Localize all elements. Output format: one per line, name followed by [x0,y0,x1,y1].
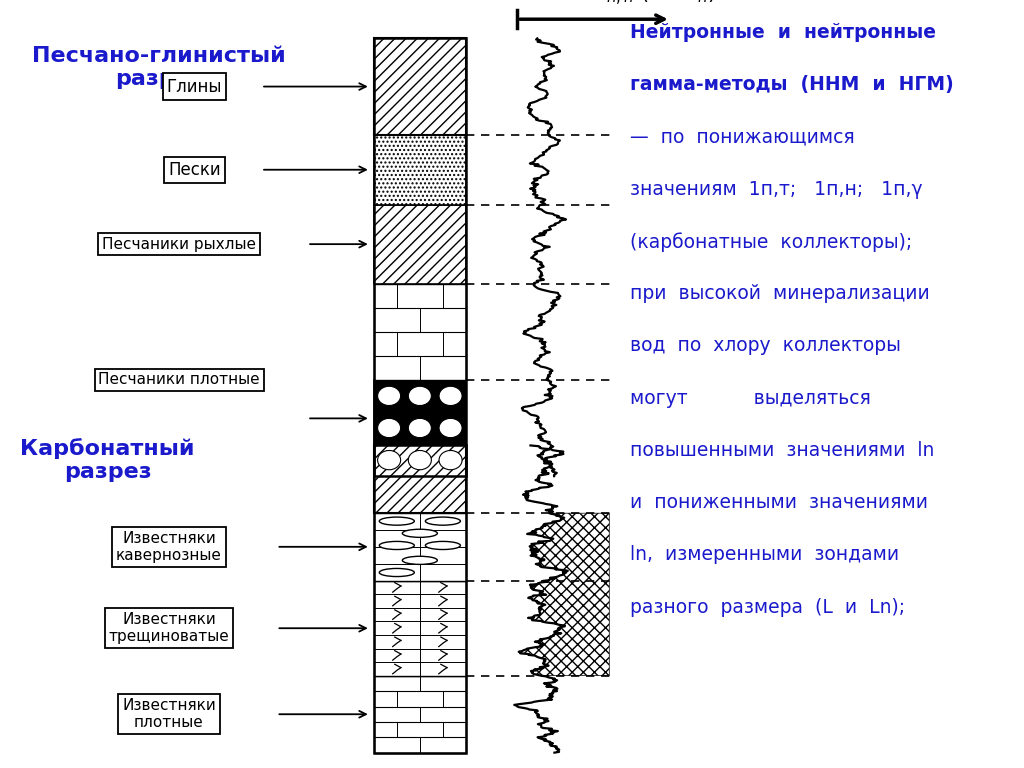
Text: вод  по  хлору  коллекторы: вод по хлору коллекторы [630,336,901,356]
Text: разного  размера  (L  и  Ln);: разного размера (L и Ln); [630,598,905,617]
Bar [374,134,466,205]
Ellipse shape [439,419,462,438]
Ellipse shape [409,451,431,470]
Text: $\mathit{I}_{\mathit{п,н}}\ \mathit{(L > L_п)}$: $\mathit{I}_{\mathit{п,н}}\ \mathit{(L >… [600,0,716,8]
Ellipse shape [409,386,431,406]
Bar [374,445,466,753]
Text: повышенными  значениями  ln: повышенными значениями ln [630,441,934,460]
Text: Песчаники рыхлые: Песчаники рыхлые [102,237,256,252]
Text: Пески: Пески [168,161,221,179]
Bar [374,445,466,513]
Text: могут           выделяться: могут выделяться [630,389,870,408]
Text: —  по  понижающимся: — по понижающимся [630,127,854,147]
Ellipse shape [409,419,431,438]
Text: Известняки
плотные: Известняки плотные [122,698,216,730]
Text: Глины: Глины [167,78,222,95]
Text: Карбонатный
разрез: Карбонатный разрез [20,438,195,482]
Text: ln,  измеренными  зондами: ln, измеренными зондами [630,545,899,564]
Text: Известняки
трещиноватые: Известняки трещиноватые [109,612,229,644]
Bar [374,283,466,380]
Text: (карбонатные  коллекторы);: (карбонатные коллекторы); [630,232,912,252]
Text: Песчано-глинистый
разрез: Песчано-глинистый разрез [32,46,286,89]
Text: Песчаники плотные: Песчаники плотные [98,372,260,387]
Bar [374,380,466,476]
Bar [374,513,466,581]
Bar [374,205,466,283]
Text: Известняки
кавернозные: Известняки кавернозные [116,531,222,563]
Text: значениям  1п,т;   1п,н;   1п,γ: значениям 1п,т; 1п,н; 1п,γ [630,180,923,199]
Bar [374,38,466,134]
Ellipse shape [425,517,461,525]
Text: Нейтронные  и  нейтронные: Нейтронные и нейтронные [630,23,936,42]
Ellipse shape [379,541,415,550]
Ellipse shape [378,451,400,470]
Text: и  пониженными  значениями: и пониженными значениями [630,493,928,512]
Ellipse shape [425,541,461,550]
Ellipse shape [379,568,415,577]
Ellipse shape [439,451,462,470]
Bar [374,676,466,753]
Ellipse shape [402,529,437,538]
Bar [374,581,466,676]
Text: гамма-методы  (ННМ  и  НГМ): гамма-методы (ННМ и НГМ) [630,75,953,94]
Ellipse shape [439,386,462,406]
Text: при  высокой  минерализации: при высокой минерализации [630,284,930,303]
Ellipse shape [378,386,400,406]
Ellipse shape [379,517,415,525]
Ellipse shape [402,556,437,564]
Ellipse shape [378,419,400,438]
Bar [374,38,466,476]
